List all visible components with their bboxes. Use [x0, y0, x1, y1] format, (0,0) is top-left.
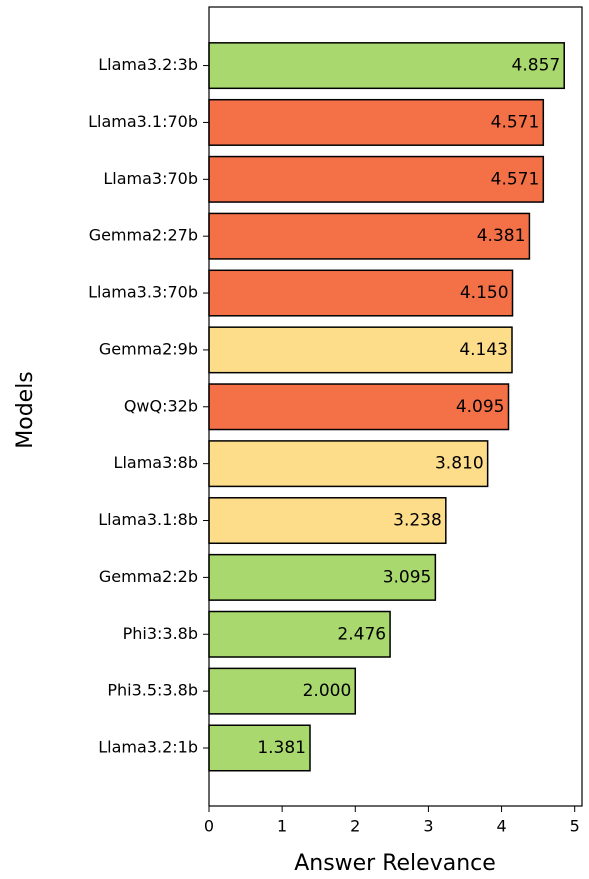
value-label: 4.857: [512, 56, 561, 76]
value-label: 3.095: [383, 567, 432, 587]
value-label: 2.476: [337, 624, 386, 644]
y-tick-label: Llama3:70b: [103, 169, 198, 188]
plot-frame: [208, 6, 583, 807]
value-label: 1.381: [257, 738, 306, 758]
y-tick-label: Phi3.5:3.8b: [107, 681, 198, 700]
y-tick-label: Phi3:3.8b: [123, 624, 198, 643]
bar: [208, 383, 510, 431]
y-tick-label: Llama3.2:1b: [98, 737, 198, 756]
bar: [208, 326, 513, 374]
value-label: 4.381: [477, 226, 526, 246]
value-label: 4.150: [460, 283, 509, 303]
x-tick-label: 1: [277, 817, 287, 836]
y-tick-label: QwQ:32b: [124, 396, 198, 415]
x-tick-label: 2: [350, 817, 360, 836]
bar: [208, 497, 447, 545]
value-label: 4.095: [456, 397, 505, 417]
y-tick-label: Llama3.2:3b: [98, 55, 198, 74]
x-tick-label: 4: [496, 817, 506, 836]
value-label: 2.000: [303, 681, 352, 701]
y-tick-label: Llama3.1:70b: [88, 112, 198, 131]
y-tick-label: Gemma2:2b: [99, 567, 198, 586]
y-tick-label: Gemma2:27b: [89, 226, 198, 245]
value-label: 4.571: [491, 169, 540, 189]
y-tick-label: Llama3.1:8b: [98, 510, 198, 529]
bar: [208, 269, 514, 317]
value-label: 3.810: [435, 454, 484, 474]
y-tick-label: Gemma2:9b: [99, 339, 198, 358]
y-axis-label: Models: [13, 371, 38, 449]
x-axis-label: Answer Relevance: [294, 851, 496, 876]
x-tick-label: 3: [423, 817, 433, 836]
bar: [208, 155, 545, 203]
bar: [208, 98, 545, 146]
bar: [208, 440, 489, 488]
bar: [208, 610, 391, 658]
value-label: 4.143: [459, 340, 508, 360]
x-tick-label: 5: [570, 817, 580, 836]
bar: [208, 724, 311, 772]
x-tick-label: 0: [204, 817, 214, 836]
value-label: 3.238: [393, 511, 442, 531]
value-label: 4.571: [491, 112, 540, 132]
y-tick-label: Llama3:8b: [114, 453, 198, 472]
y-tick-label: Llama3.3:70b: [88, 283, 198, 302]
